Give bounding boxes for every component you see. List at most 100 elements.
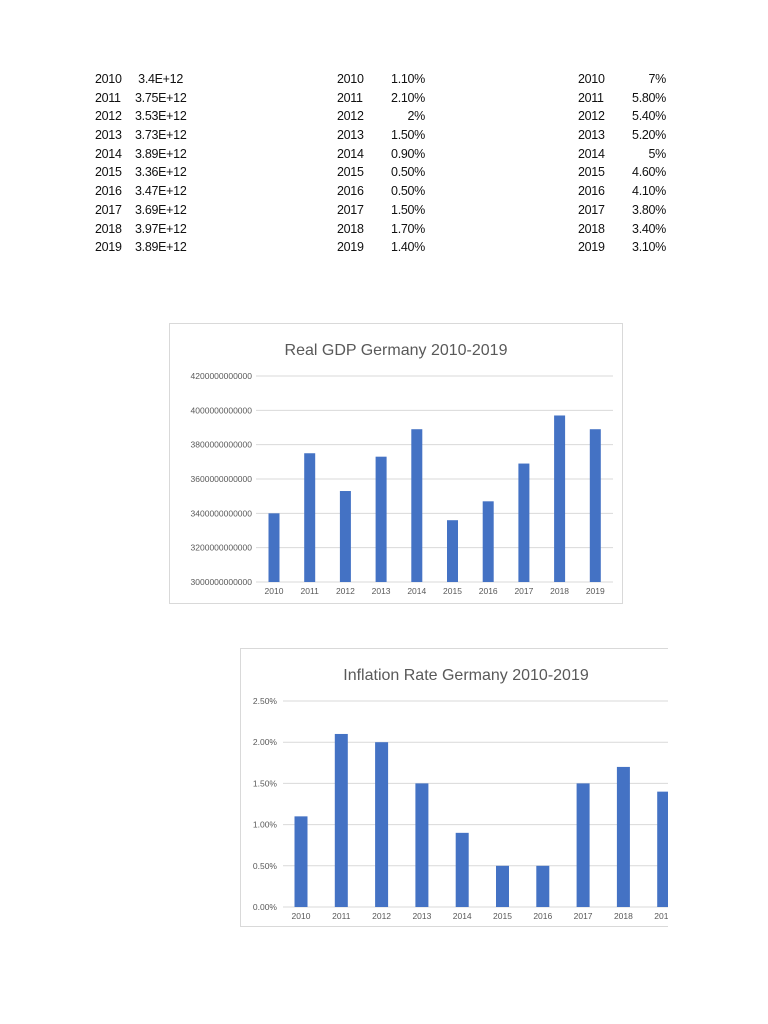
year-cell: 2014: [578, 146, 605, 161]
year-cell: 2017: [578, 202, 605, 217]
year-cell: 2019: [95, 240, 122, 255]
table-row: 2018 3.97E+12: [95, 220, 187, 239]
year-cell: 2012: [578, 109, 605, 124]
bar-2017: [576, 783, 590, 907]
year-cell: 2018: [95, 221, 122, 236]
table-row: 2010 1.10%: [337, 70, 425, 89]
inflation-table: 2010 1.10% 2011 2.10% 2012 2% 2013 1.50% 2014 0.9…: [337, 70, 425, 257]
y-tick-label: 2.00%: [253, 737, 278, 747]
y-tick-label: 2.50%: [253, 696, 278, 706]
year-cell: 2014: [337, 146, 364, 161]
year-cell: 2019: [337, 240, 364, 255]
bar-2012: [375, 742, 389, 907]
table-row: 2016 4.10%: [578, 182, 666, 201]
table-row: 2016 0.50%: [337, 182, 425, 201]
value-cell: 1.10%: [391, 72, 425, 86]
value-cell: 5.40%: [632, 109, 666, 124]
value-cell: 1.50%: [391, 202, 425, 217]
table-row: 2016 3.47E+12: [95, 182, 187, 201]
bar-2010: [294, 816, 308, 907]
year-cell: 2013: [337, 128, 364, 143]
y-tick-label: 3000000000000: [191, 577, 253, 587]
value-cell: 3.73E+12: [135, 128, 187, 143]
value-cell: 2.10%: [391, 90, 425, 105]
x-tick-label: 2017: [514, 586, 533, 596]
value-cell: 3.80%: [632, 202, 666, 217]
table-row: 2015 3.36E+12: [95, 163, 187, 182]
value-cell: 3.40%: [632, 221, 666, 236]
table-row: 2012 3.53E+12: [95, 107, 187, 126]
x-tick-label: 2015: [443, 586, 462, 596]
x-tick-label: 2011: [301, 586, 320, 596]
y-tick-label: 4200000000000: [191, 371, 253, 381]
value-cell: 1.50%: [391, 128, 425, 143]
chart-title: Real GDP Germany 2010-2019: [285, 342, 508, 359]
chart-title: Inflation Rate Germany 2010-2019: [343, 667, 589, 684]
inflation-chart: Inflation Rate Germany 2010-2019 0.00% 0.5…: [240, 648, 668, 927]
x-tick-label: 2016: [479, 586, 498, 596]
year-cell: 2017: [95, 202, 122, 217]
year-cell: 2011: [337, 90, 363, 105]
x-tick-label: 2010: [292, 911, 311, 921]
year-cell: 2010: [95, 72, 122, 86]
table-row: 2019 3.89E+12: [95, 238, 187, 257]
table-row: 2014 0.90%: [337, 145, 425, 164]
table-row: 2011 2.10%: [337, 89, 425, 108]
table-row: 2017 3.80%: [578, 201, 666, 220]
x-tick-label: 2015: [493, 911, 512, 921]
table-row: 2015 4.60%: [578, 163, 666, 182]
value-cell: 5.20%: [632, 128, 666, 143]
x-tick-label: 2010: [265, 586, 284, 596]
bar-2015: [496, 865, 509, 907]
year-cell: 2018: [337, 221, 364, 236]
y-tick-label: 3200000000000: [191, 543, 253, 553]
year-cell: 2015: [578, 165, 605, 180]
value-cell: 3.97E+12: [135, 221, 187, 236]
inflation-chart-clip: Inflation Rate Germany 2010-2019 0.00% 0.5…: [240, 648, 668, 927]
value-cell: 1.40%: [391, 240, 425, 255]
value-cell: 5%: [648, 146, 667, 161]
year-cell: 2010: [337, 72, 364, 86]
y-tick-label: 3400000000000: [191, 508, 253, 518]
value-cell: 5.80%: [632, 90, 666, 105]
unemployment-table: 2010 7% 2011 5.80% 2012 5.40% 2013 5.20% 2014 5% 2…: [578, 70, 666, 257]
year-cell: 2016: [578, 184, 605, 199]
x-tick-label: 2017: [574, 911, 593, 921]
bar-2010: [268, 513, 280, 582]
bar-2015: [447, 520, 458, 582]
gdp-chart-svg: Real GDP Germany 2010-2019 3000000000000 3…: [191, 342, 613, 596]
table-row: 2014 3.89E+12: [95, 145, 187, 164]
x-tick-label: 2013: [412, 911, 431, 921]
table-row: 2013 1.50%: [337, 126, 425, 145]
year-cell: 2017: [337, 202, 364, 217]
inflation-chart-svg: Inflation Rate Germany 2010-2019 0.00% 0.5…: [253, 667, 668, 921]
bar-2011: [304, 453, 316, 582]
x-tick-label: 2018: [550, 586, 569, 596]
bar-2019: [589, 429, 601, 582]
value-cell: 7%: [648, 72, 667, 86]
bar-2012: [339, 491, 351, 582]
bar-2017: [518, 463, 530, 582]
value-cell: 3.36E+12: [135, 165, 187, 180]
y-tick-label: 1.00%: [253, 820, 278, 830]
table-row: 2019 1.40%: [337, 238, 425, 257]
table-row: 2017 1.50%: [337, 201, 425, 220]
year-cell: 2010: [578, 72, 605, 86]
year-cell: 2012: [95, 109, 122, 124]
x-tick-label: 2018: [614, 911, 633, 921]
value-cell: 2%: [407, 109, 426, 124]
table-row: 2013 5.20%: [578, 126, 666, 145]
y-tick-label: 0.00%: [253, 902, 278, 912]
bar-2019: [657, 791, 668, 907]
year-cell: 2018: [578, 221, 605, 236]
bar-2014: [455, 832, 469, 907]
value-cell: 0.50%: [391, 165, 425, 180]
gdp-table: 2010 3.4E+12 2011 3.75E+12 2012 3.53E+12 2013 3…: [95, 70, 187, 257]
table-row: 2018 1.70%: [337, 220, 425, 239]
year-cell: 2013: [578, 128, 605, 143]
year-cell: 2013: [95, 128, 122, 143]
value-cell: 4.10%: [632, 184, 666, 199]
bar-2013: [375, 456, 387, 582]
x-tick-label: 2016: [533, 911, 552, 921]
value-cell: 1.70%: [391, 221, 425, 236]
